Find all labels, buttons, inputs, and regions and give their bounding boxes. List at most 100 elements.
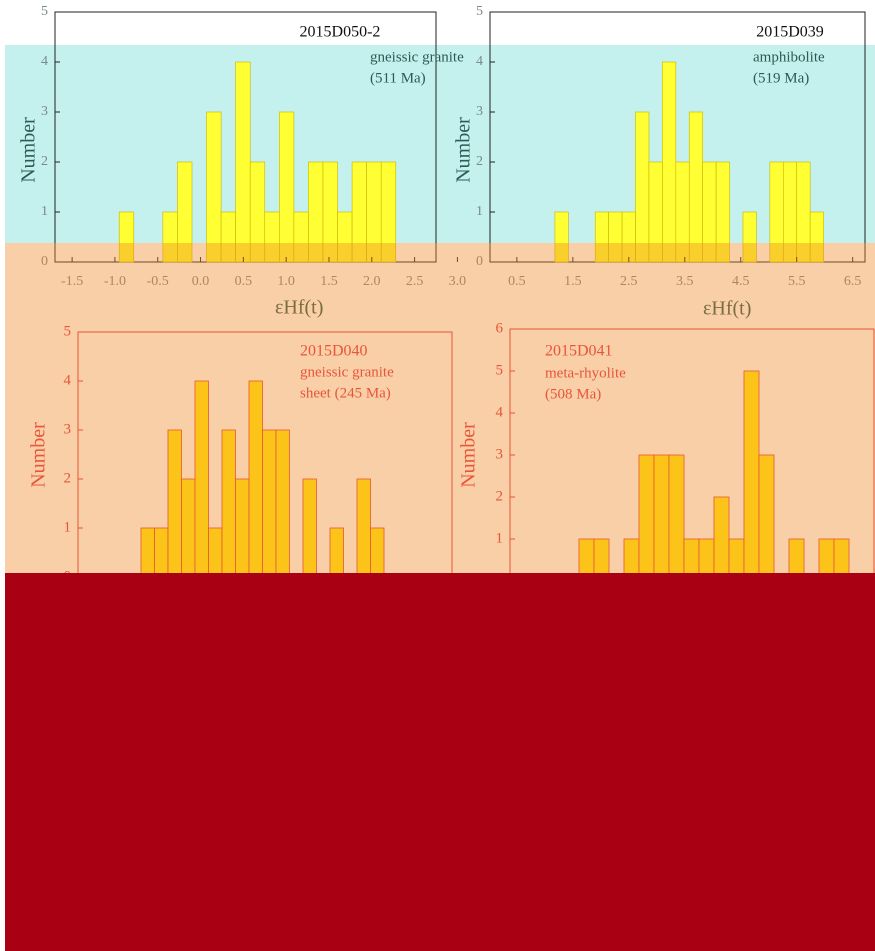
bar [668,454,685,582]
y-tick-label: 1 [64,519,72,535]
bar [262,429,277,578]
y-tick-label: 2 [496,488,504,504]
annotation: gneissic granite [300,364,394,380]
y-tick-label: 3 [41,104,48,119]
x-tick-label: 1.0 [277,274,295,289]
y-tick-label: 0 [476,254,483,269]
y-tick-label: 4 [64,372,72,388]
bar [248,380,263,578]
bar [140,527,155,578]
bar [194,380,209,578]
x-tick-label: -1.0 [104,274,126,289]
bar [167,429,182,578]
x-tick-label: -1.5 [61,274,83,289]
bar [302,478,317,578]
bar [181,478,196,578]
annotation: meta-rhyolite [545,365,626,381]
bar [370,527,385,578]
x-tick-label: 2.5 [406,274,424,289]
bar [177,161,193,263]
chart-title: 2015D050-2 [300,24,381,41]
chart: 0 1 2 3 4 5 -1.5 -1.0 -0.5 0.0 0.5 1.0 1.5 2.0 2.5 3.0 ε… [18,4,467,318]
y-tick-label: 6 [496,320,504,336]
annotation: sheet (245 Ma) [300,385,391,401]
x-tick-label: 1.5 [564,274,582,289]
bar [743,370,760,582]
annotation: gneissic granite [370,49,464,65]
y-tick-label: 2 [476,154,483,169]
bar [329,527,344,578]
y-tick-label: 3 [496,446,504,462]
y-tick-label: 3 [64,421,72,437]
x-axis-label: εHf(t) [703,298,751,320]
chart: 0 1 2 3 4 5 0.5 1.5 2.5 3.5 4.5 5.5 6.5 εHf(t) 2015D03… [453,4,866,320]
bar [208,527,223,578]
x-tick-label: 3.5 [676,274,694,289]
x-tick-label: 5.5 [788,274,806,289]
y-tick-label: 5 [64,323,72,339]
bar [380,161,397,263]
bar [235,478,250,578]
y-tick-label: 1 [41,204,48,219]
bar [279,111,295,263]
bar [118,211,135,263]
bar [742,211,757,263]
x-tick-label: 0.5 [508,274,526,289]
y-tick-label: 5 [496,362,504,378]
x-tick-label: 4.5 [732,274,750,289]
x-tick-label: 2.5 [620,274,638,289]
y-axis-label: Number [458,422,480,488]
bar [154,527,169,578]
bar [688,111,703,263]
bar [809,211,824,263]
chart-title: 2015D039 [756,24,824,41]
bar [356,478,371,578]
background-band [5,45,875,243]
bar [206,111,222,263]
bar [221,429,236,578]
y-tick-label: 5 [476,4,483,19]
bar [235,61,251,263]
annotation: (519 Ma) [753,70,809,86]
y-tick-label: 4 [476,54,483,69]
x-tick-label: 1.5 [320,274,338,289]
chart: 01234562015D041meta-rhyolite(508 Ma)Numb… [458,320,875,588]
annotation: (508 Ma) [545,386,601,402]
annotation: (511 Ma) [370,70,426,86]
annotation: amphibolite [753,49,825,65]
chart-title: 2015D040 [300,343,368,360]
x-tick-label: 3.0 [449,274,467,289]
y-axis-label: Number [453,117,475,183]
cover-block [5,573,875,951]
x-tick-label: 0.0 [192,274,210,289]
bar [662,61,677,263]
bar [653,454,670,582]
y-tick-label: 5 [41,4,48,19]
y-axis-label: Number [28,422,50,488]
x-tick-label: 0.5 [235,274,253,289]
y-tick-label: 1 [476,204,483,219]
y-tick-label: 2 [64,470,72,486]
bar [635,111,650,263]
x-tick-label: 6.5 [844,274,862,289]
x-tick-label: -0.5 [147,274,169,289]
chart-title: 2015D041 [545,343,613,360]
y-tick-label: 3 [476,104,483,119]
y-tick-label: 1 [496,530,504,546]
x-axis-label: εHf(t) [275,297,323,319]
x-tick-label: 2.0 [363,274,381,289]
y-tick-label: 0 [41,254,48,269]
bar [715,161,730,263]
y-axis-label: Number [18,117,40,183]
bar [554,211,569,263]
y-tick-label: 4 [496,404,504,420]
bar [758,454,775,582]
background-band [5,243,875,575]
y-tick-label: 4 [41,54,48,69]
bar [713,496,730,582]
bar [638,454,655,582]
y-tick-label: 2 [41,154,48,169]
bar [275,429,290,578]
